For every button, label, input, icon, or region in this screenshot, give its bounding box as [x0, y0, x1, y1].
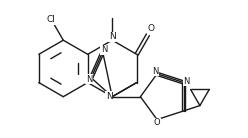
Text: N: N — [109, 32, 116, 41]
Text: N: N — [184, 77, 190, 86]
Text: N: N — [101, 45, 107, 54]
Text: N: N — [153, 67, 159, 75]
Text: O: O — [154, 118, 160, 128]
Text: N: N — [106, 92, 113, 101]
Text: Cl: Cl — [47, 15, 56, 24]
Text: N: N — [86, 75, 92, 84]
Text: O: O — [148, 24, 155, 33]
